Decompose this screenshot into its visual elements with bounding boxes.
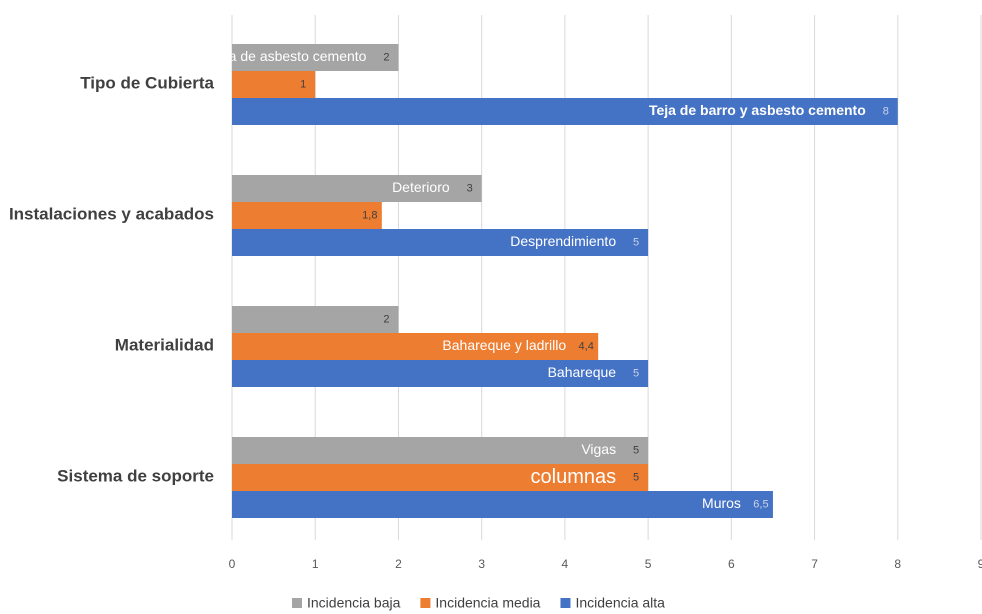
legend-swatch (560, 598, 571, 608)
bar (232, 360, 649, 387)
bar (232, 306, 399, 333)
bar-annotation: Vigas (581, 441, 616, 457)
bar (232, 437, 649, 464)
bar (232, 175, 482, 202)
x-tick-label: 9 (978, 557, 982, 571)
value-label: 4,4 (579, 340, 594, 352)
value-label: 5 (633, 236, 639, 248)
value-label: 5 (633, 367, 639, 379)
x-tick-label: 4 (562, 557, 569, 571)
bar-annotation: Teja de asbesto cemento (211, 48, 367, 64)
bar-annotation: Bahareque y ladrillo (442, 337, 566, 353)
bar-annotation: Bahareque (548, 364, 617, 380)
value-label: 6,5 (753, 498, 768, 510)
value-label: 1,8 (362, 209, 377, 221)
bar-annotation: Deterioro (392, 179, 450, 195)
bar-annotation: Teja de barro y asbesto cemento (649, 102, 866, 118)
x-tick-label: 3 (478, 557, 485, 571)
x-tick-label: 6 (728, 557, 735, 571)
bar (232, 491, 773, 518)
x-tick-label: 5 (645, 557, 652, 571)
bar (232, 229, 649, 256)
value-label: 1 (300, 78, 306, 90)
value-label: 5 (633, 444, 639, 456)
bar-annotation: Desprendimiento (510, 233, 616, 249)
bar (232, 71, 316, 98)
bar (232, 44, 399, 71)
bar-annotation: columnas (531, 466, 617, 488)
x-tick-label: 1 (312, 557, 319, 571)
legend-swatch (420, 598, 431, 608)
x-tick-label: 7 (811, 557, 818, 571)
bar (232, 464, 649, 491)
value-label: 8 (883, 105, 889, 117)
legend-label: Incidencia alta (575, 595, 665, 611)
legend-label: Incidencia media (435, 595, 540, 611)
bar (232, 98, 898, 125)
x-tick-label: 8 (894, 557, 901, 571)
x-tick-label: 2 (395, 557, 402, 571)
x-tick-label: 0 (229, 557, 236, 571)
legend-label: Incidencia baja (307, 595, 401, 611)
legend-swatch (292, 598, 302, 608)
value-label: 5 (633, 471, 639, 483)
bar (232, 333, 599, 360)
value-label: 3 (467, 182, 473, 194)
value-label: 2 (383, 313, 389, 325)
bar (232, 202, 382, 229)
category-label: Tipo de Cubierta (80, 73, 214, 92)
category-label: Instalaciones y acabados (9, 204, 214, 223)
category-label: Sistema de soporte (57, 466, 214, 485)
bar-annotation: Muros (702, 495, 741, 511)
category-label: Materialidad (115, 335, 214, 354)
value-label: 2 (383, 51, 389, 63)
